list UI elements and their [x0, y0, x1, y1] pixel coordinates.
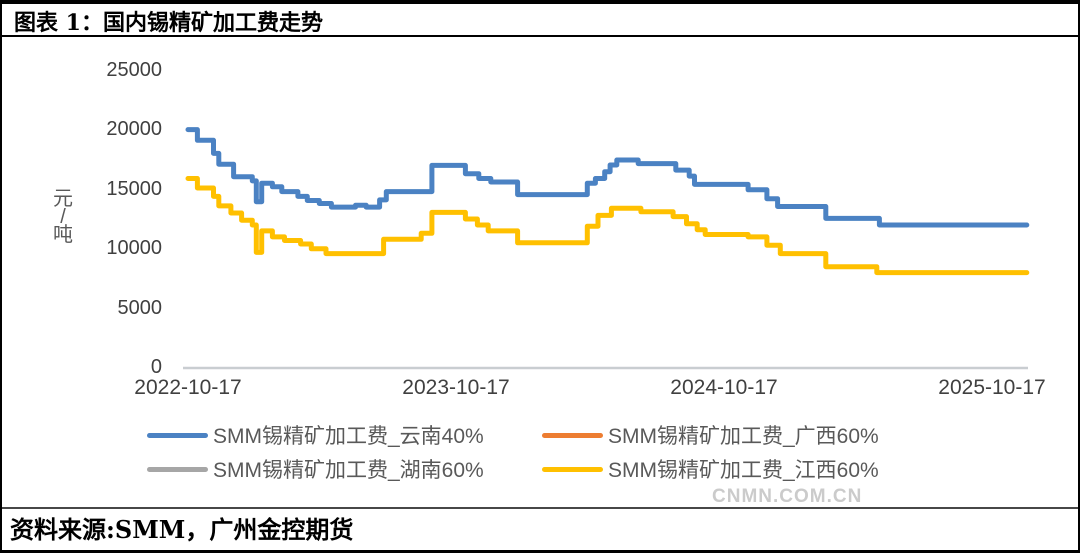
- ytick-label: 10000: [106, 237, 162, 259]
- y-axis-title: 元 / 吨: [48, 188, 78, 246]
- legend-item-yunnan40: SMM锡精矿加工费_云南40%: [147, 423, 484, 448]
- source-note: 资料来源:SMM，广州金控期货: [10, 515, 354, 544]
- xtick-label: 2024-10-17: [670, 376, 778, 399]
- ytick-label: 25000: [106, 59, 162, 81]
- legend-swatch-orange: [542, 432, 603, 438]
- legend-label: SMM锡精矿加工费_江西60%: [608, 459, 879, 482]
- xtick-label: 2025-10-17: [938, 376, 1046, 399]
- legend-label: SMM锡精矿加工费_湖南60%: [213, 459, 484, 482]
- xtick-label: 2022-10-17: [134, 376, 242, 399]
- ytick-label: 5000: [117, 297, 163, 319]
- y-axis-title-char: /: [60, 206, 66, 228]
- legend-item-hunan60: SMM锡精矿加工费_湖南60%: [147, 457, 484, 482]
- y-axis-title-char: 元: [53, 188, 73, 210]
- footer-separator: [2, 507, 1078, 509]
- legend-swatch-blue: [147, 432, 208, 438]
- legend-swatch-yellow: [542, 466, 603, 472]
- ytick-label: 20000: [106, 118, 162, 140]
- ytick-label: 0: [150, 356, 162, 378]
- legend-label: SMM锡精矿加工费_云南40%: [213, 425, 484, 448]
- legend-item-guangxi60: SMM锡精矿加工费_广西60%: [542, 423, 879, 448]
- chart-title: 图表 1：国内锡精矿加工费走势: [14, 10, 323, 36]
- title-separator: [2, 35, 1078, 37]
- legend-item-jiangxi60: SMM锡精矿加工费_江西60%: [542, 457, 879, 482]
- y-axis-title-char: 吨: [53, 224, 73, 246]
- legend-swatch-gray: [147, 466, 208, 472]
- watermark: CNMN.COM.CN: [712, 486, 863, 507]
- legend-label: SMM锡精矿加工费_广西60%: [608, 425, 879, 448]
- xtick-label: 2023-10-17: [402, 376, 510, 399]
- ytick-label: 15000: [106, 178, 162, 200]
